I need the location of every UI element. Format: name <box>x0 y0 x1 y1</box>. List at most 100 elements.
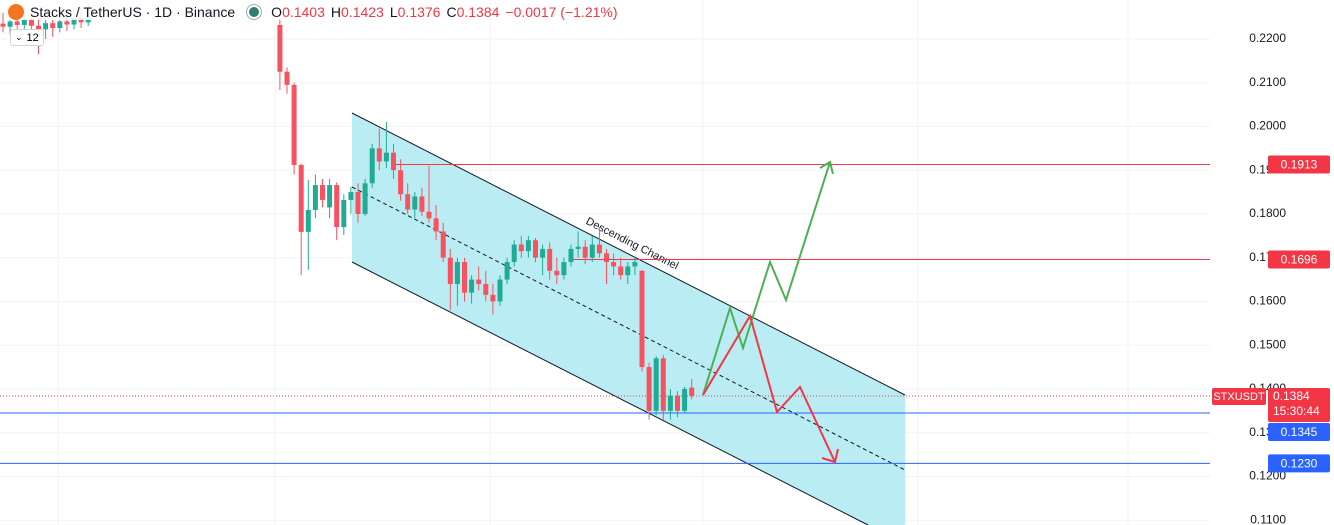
symbol-badge-bg <box>1212 387 1266 405</box>
indicator-toggle[interactable]: ⌄ 12 <box>10 29 44 46</box>
candle-body <box>376 148 382 162</box>
candle-body <box>653 358 659 411</box>
y-tick-label: 0.2000 <box>1249 119 1286 133</box>
channel-mid <box>351 186 906 471</box>
candle-body <box>497 279 503 302</box>
open-value: 0.1403 <box>282 4 325 20</box>
channel-fill <box>352 113 905 525</box>
candle-body <box>383 152 389 162</box>
candle-body <box>71 17 77 25</box>
bull-path <box>702 161 831 396</box>
candle-body <box>646 367 652 411</box>
candle-body <box>64 21 70 25</box>
candle-body <box>50 23 56 28</box>
candle-body <box>57 21 63 28</box>
candle-body <box>440 231 446 258</box>
candle-body <box>355 192 361 214</box>
candle-body <box>632 262 638 267</box>
candle-body <box>554 270 560 276</box>
candle-body <box>611 262 617 267</box>
candle-body <box>639 270 645 368</box>
candle-body <box>320 185 325 200</box>
high-value: 0.1423 <box>341 4 384 20</box>
candle-body <box>21 19 27 25</box>
symbol-badge: STXUSDT <box>1213 391 1265 403</box>
candle-body <box>36 25 41 30</box>
candle-body <box>483 283 489 295</box>
bear-path <box>702 313 836 463</box>
price-badge-bg <box>1268 454 1330 473</box>
candle-body <box>589 244 595 258</box>
low-value: 0.1376 <box>397 4 441 20</box>
candle-body <box>454 262 460 284</box>
bear-arrowhead <box>821 448 839 464</box>
candle-body <box>525 240 531 252</box>
candle-body <box>596 244 602 254</box>
candle-body <box>462 262 467 293</box>
indicator-count: 12 <box>26 31 39 44</box>
candle-body <box>334 185 340 228</box>
candle-body <box>582 246 588 258</box>
candle-body <box>561 262 567 276</box>
candle-body <box>625 266 631 276</box>
candle-body <box>405 194 411 210</box>
candle-body <box>7 21 13 27</box>
current-price-bg <box>1268 387 1330 422</box>
candle-body <box>298 164 304 232</box>
candle-body <box>575 246 581 249</box>
candle-body <box>43 23 49 30</box>
candle-body <box>660 358 666 411</box>
high-label: H <box>330 4 342 20</box>
current-price: 0.1384 <box>1273 389 1310 403</box>
candle-body <box>675 395 680 411</box>
candle-body <box>568 248 574 263</box>
countdown: 15:30:44 <box>1273 404 1320 418</box>
coin-logo <box>8 4 24 20</box>
candle-body <box>348 192 354 200</box>
y-tick-label: 0.1500 <box>1249 337 1286 351</box>
candle-body <box>540 248 546 258</box>
symbol-title: Stacks / TetherUS · 1D · Binance <box>30 4 236 20</box>
candle-body <box>433 218 439 232</box>
legend: Stacks / TetherUS · 1D · Binance O 0.1403… <box>8 4 624 20</box>
price-badge: 0.1913 <box>1281 158 1318 172</box>
candle-body <box>291 84 297 165</box>
candle-body <box>476 279 482 284</box>
candle-body <box>369 148 375 184</box>
candle-body <box>341 199 347 228</box>
candle-body <box>667 395 673 411</box>
open-label: O <box>271 4 283 20</box>
candle-body <box>28 19 34 26</box>
close-value: 0.1384 <box>456 4 500 20</box>
candle-body <box>391 152 396 171</box>
channel-upper <box>351 112 906 396</box>
candle-body <box>618 266 624 276</box>
scenario-arrows <box>702 160 839 464</box>
bull-arrowhead <box>819 160 834 175</box>
candle-body <box>504 262 510 280</box>
low-label: L <box>389 4 398 20</box>
candle-body <box>78 17 84 23</box>
candle-body <box>412 196 418 210</box>
candle-body <box>312 185 318 210</box>
candle-body <box>14 21 20 25</box>
y-tick-label: 0.2100 <box>1249 75 1286 89</box>
market-status <box>247 5 262 19</box>
y-tick-label: 0.1800 <box>1249 206 1286 220</box>
y-tick-label: 0.2200 <box>1249 31 1286 45</box>
candle-body <box>518 244 524 252</box>
price-lines <box>0 164 1268 464</box>
price-badge: 0.1230 <box>1281 456 1318 470</box>
candle-body <box>490 294 496 302</box>
channel-lower <box>351 261 869 525</box>
close-label: C <box>446 4 457 20</box>
candle-body <box>533 240 538 258</box>
price-badge-bg <box>1268 250 1330 269</box>
candle-body <box>426 211 432 219</box>
candle-body <box>689 387 695 396</box>
price-badge-bg <box>1268 422 1330 441</box>
candle-body <box>511 244 517 263</box>
